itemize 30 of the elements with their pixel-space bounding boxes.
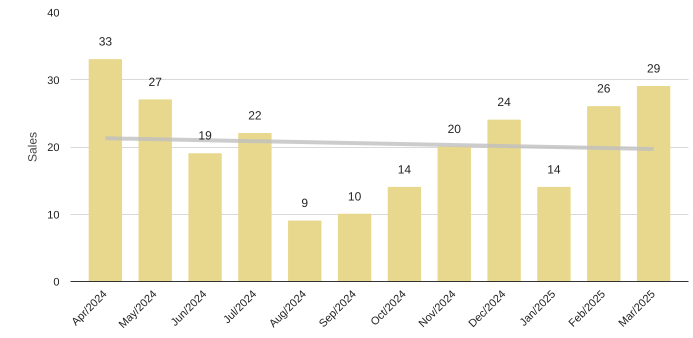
data-label: 24 [497,95,512,110]
data-label: 10 [348,189,362,204]
y-tick-label: 0 [53,276,60,288]
data-label: 29 [646,61,661,76]
y-tick-label: 40 [47,8,60,20]
y-tick-label: 20 [47,142,60,154]
bar [587,106,620,282]
data-label: 33 [98,34,112,49]
data-label: 14 [547,162,561,176]
data-label: 20 [448,122,462,136]
bar [537,186,571,282]
data-label: 14 [398,162,412,176]
bar [338,214,372,282]
bar [88,59,122,282]
data-label: 9 [301,196,308,210]
data-label: 22 [248,108,262,123]
bar [238,133,272,282]
data-label: 27 [148,74,162,89]
bar [138,99,172,282]
bar [487,120,521,282]
bar [438,146,471,282]
bar [388,186,422,282]
bar [188,153,222,282]
y-axis-title: Sales [25,132,40,162]
bar [636,86,670,282]
y-tick-label: 30 [47,74,60,87]
data-label: 19 [198,128,212,143]
y-tick-label: 10 [47,209,60,222]
data-label: 26 [597,82,611,96]
bar [288,220,322,282]
